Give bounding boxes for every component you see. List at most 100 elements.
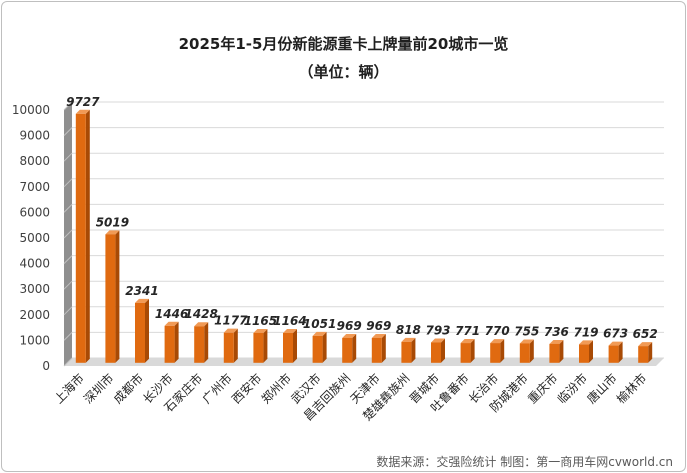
bar-side [85,109,90,363]
bar [401,341,412,363]
bar [164,325,175,363]
y-tick-label: 0 [42,359,50,373]
bar [253,332,264,363]
bar-top [223,328,238,333]
bar [283,333,293,363]
data-label: 1164 [273,314,306,328]
gridline-side [63,127,73,136]
bar [431,342,441,363]
bar [194,326,205,363]
data-label: 1177 [214,314,248,328]
bar-side [233,328,238,363]
data-label: 770 [485,324,510,338]
data-label: 1428 [184,307,217,321]
bar [371,337,382,363]
bar-top [312,331,327,336]
bar [342,337,353,363]
data-label: 9727 [66,95,100,109]
y-tick-label: 4000 [19,257,50,271]
bar-side [381,333,386,363]
bar-side [500,339,505,363]
y-tick-label: 8000 [19,154,50,168]
bar-top [490,339,505,344]
x-tick-label: 唐山市 [584,370,620,406]
bar [490,343,501,363]
y-tick-label: 2000 [19,308,50,322]
bar-side [145,298,149,363]
bar [312,335,323,363]
data-label: 673 [603,327,628,341]
bar-side [322,331,327,363]
gridline-side [63,101,73,111]
data-label: 652 [633,327,658,341]
data-label: 1051 [303,317,336,331]
bar-top [579,340,593,345]
y-tick-label: 7000 [19,180,50,194]
bar [75,113,86,363]
data-label: 5019 [96,215,129,229]
y-tick-label: 6000 [19,205,50,219]
bar-side [293,329,297,363]
bar-top [401,337,416,342]
plot-floor [64,358,664,366]
y-tick-label: 10000 [12,103,50,117]
bar [105,234,116,363]
bar-side [115,230,120,363]
bar-side [470,339,475,363]
x-tick-label: 上海市 [51,370,87,406]
bar-top [135,298,149,303]
data-label: 818 [396,323,421,337]
x-tick-label: 深圳市 [80,370,116,406]
data-label: 736 [544,325,569,339]
bar-side [204,322,209,363]
gridline-side [63,280,73,290]
bar-side [618,341,623,363]
y-tick-label: 9000 [19,129,50,143]
data-label: 793 [425,323,450,337]
bar-side [411,337,416,363]
bar [519,343,530,363]
gridline-side [63,357,73,367]
bar-top [608,341,623,346]
x-tick-label: 广州市 [199,370,235,406]
bar [223,332,234,363]
bar-top [371,333,386,338]
bar-top [342,333,357,338]
data-label: 755 [514,324,539,338]
bar-top [549,339,564,344]
bar-side [263,328,268,363]
bar-side [174,321,179,363]
bar-top [194,322,209,327]
bar [460,343,471,363]
gridline-side [63,204,73,213]
bar-top [431,338,445,343]
bar-side [648,342,653,363]
bar [579,344,589,363]
y-tick-label: 5000 [19,231,50,245]
bar [549,343,560,363]
bar-top [105,230,120,235]
x-tick-label: 郑州市 [258,370,294,406]
bar-top [164,321,179,326]
gridline-side [63,178,73,188]
x-tick-label: 成都市 [110,370,146,406]
bar [638,346,649,363]
gridline-side [63,332,73,341]
bar-side [441,338,445,363]
bar-side [352,333,357,363]
x-tick-label: 榆林市 [613,370,649,406]
bar-top [283,329,297,334]
bar-side [589,340,593,363]
data-label: 1165 [244,314,277,328]
data-label: 969 [337,319,362,333]
chart-subtitle: （单位：辆） [298,63,389,81]
bar-top [460,339,475,344]
bar-top [253,328,268,333]
bar [135,302,145,363]
y-tick-label: 1000 [19,333,50,347]
x-tick-label: 临汾市 [554,370,590,406]
data-label: 2341 [125,284,158,298]
gridline-side [63,152,73,162]
data-label: 719 [573,325,598,339]
